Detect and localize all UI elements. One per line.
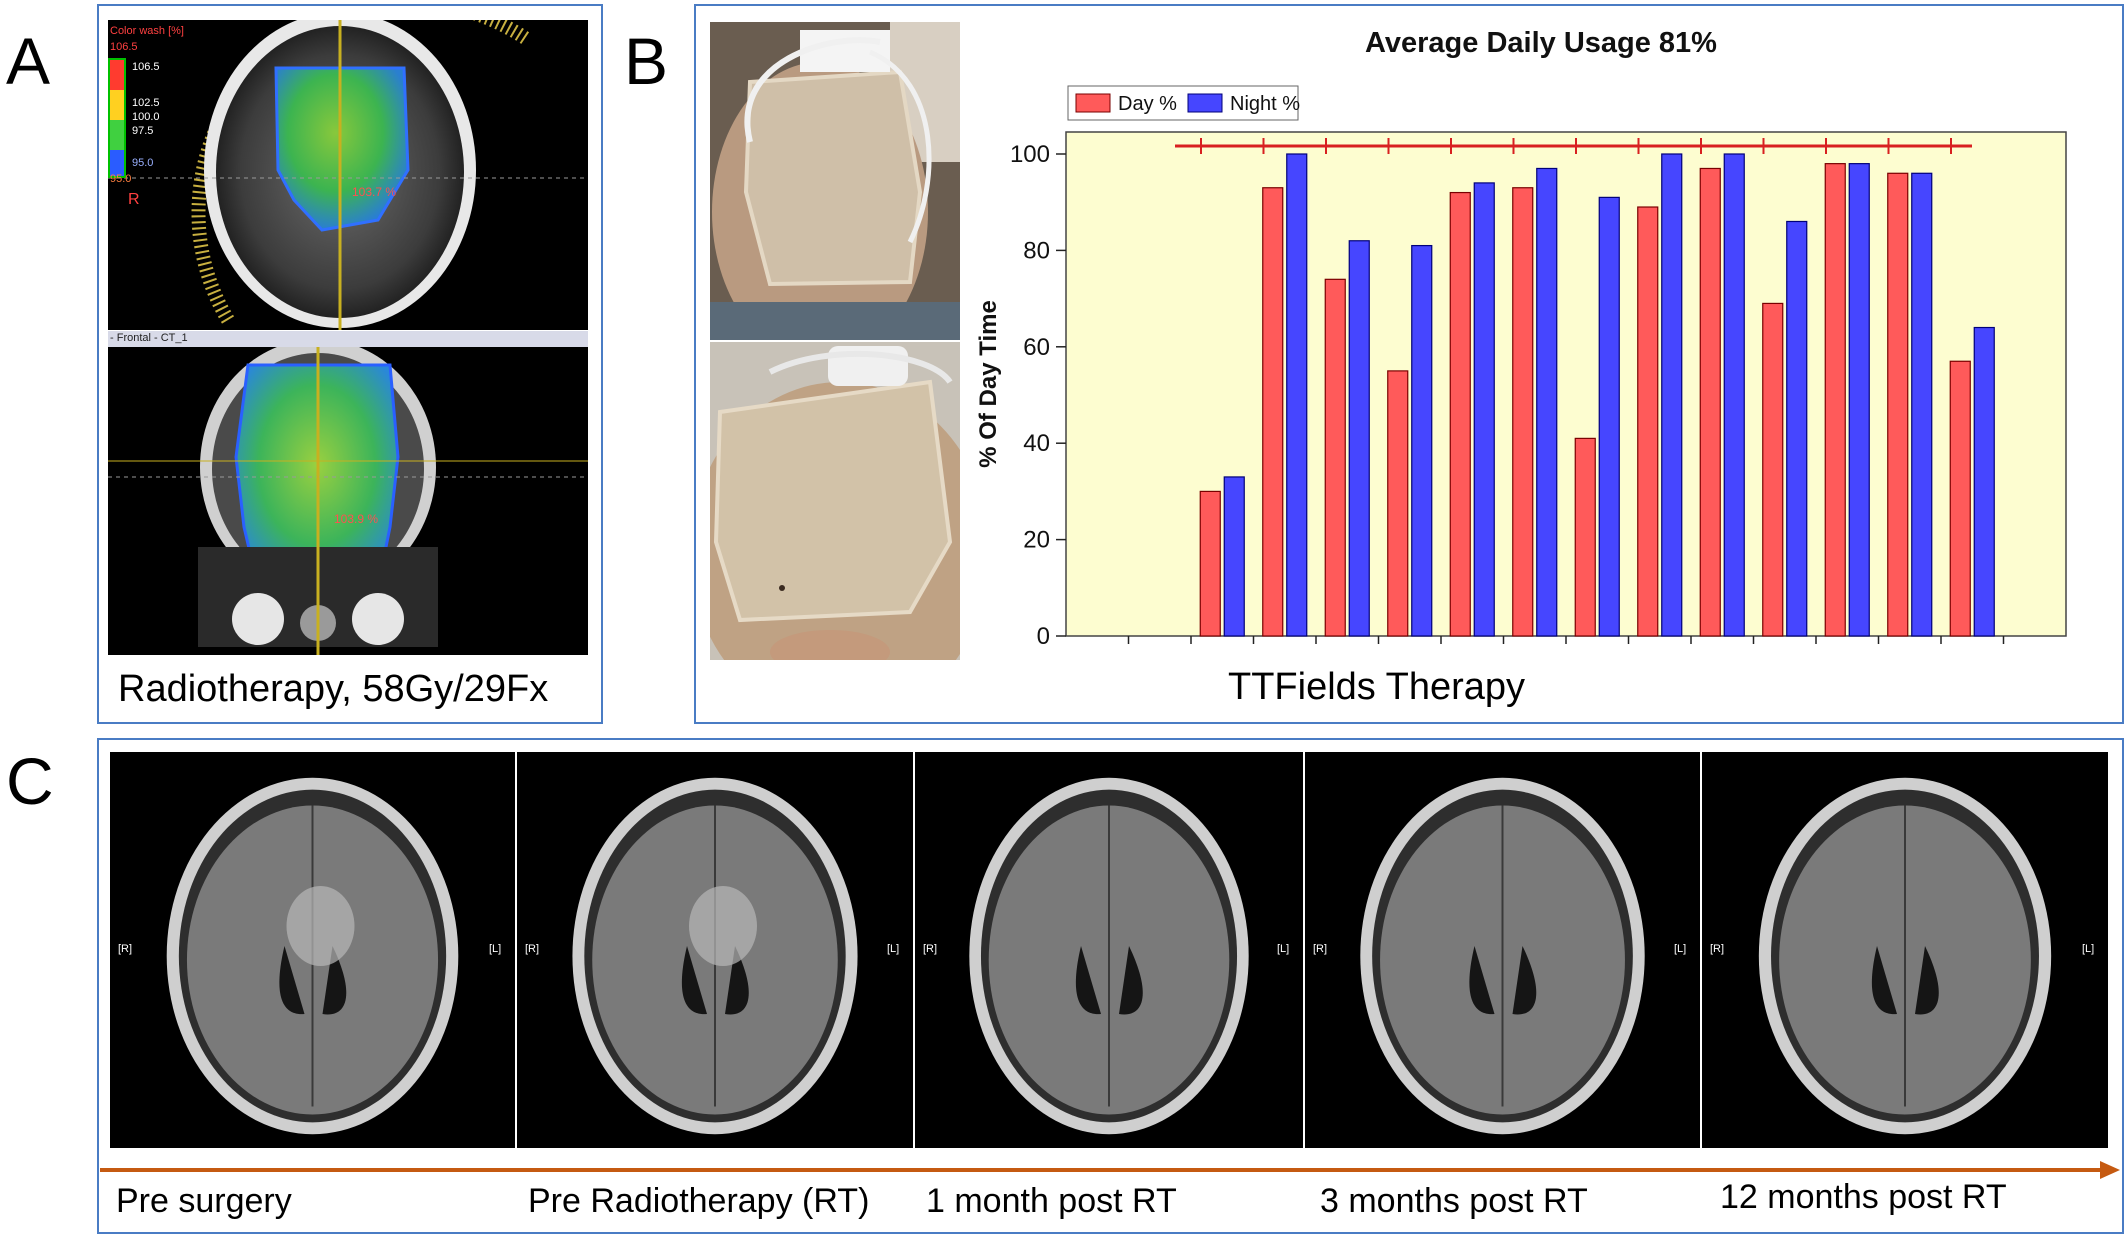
legend-label-day: Day % (1118, 93, 1177, 115)
usage-bar-chart: Average Daily Usage 81% Day % Night % % … (966, 14, 2116, 674)
day-bar-11 (1700, 168, 1720, 636)
timepoint-label-4: 3 months post RT (1320, 1182, 1588, 1221)
night-bar-4 (1287, 154, 1307, 636)
y-tick-label: 0 (1037, 623, 1050, 650)
timepoint-label-5: 12 months post RT (1720, 1178, 2007, 1217)
mri-side-marker-l: [L] (1277, 943, 1289, 955)
legend-swatch-day (1076, 94, 1110, 112)
day-bar-5 (1325, 279, 1345, 636)
mri-side-marker-l: [L] (489, 943, 501, 955)
day-bar-15 (1950, 361, 1970, 636)
night-bar-7 (1474, 183, 1494, 636)
ttfields-array-photo-back (710, 22, 960, 340)
night-bar-5 (1349, 241, 1369, 636)
panel-letter-c: C (6, 748, 54, 814)
chart-legend: Day % Night % (1068, 86, 1300, 120)
y-tick-label: 20 (1023, 527, 1050, 554)
panel-letter-b: B (624, 28, 668, 94)
night-bar-13 (1849, 164, 1869, 636)
timepoint-label-3: 1 month post RT (926, 1182, 1177, 1221)
legend-value-4: 100.0 (132, 111, 160, 123)
legend-value-1: 106.5 (110, 41, 138, 53)
night-bar-8 (1537, 168, 1557, 636)
mri-scan-5: [R] [L] (1702, 752, 2108, 1148)
mri-side-marker-r: [R] (1313, 943, 1327, 955)
legend-value-7: 95.0 (110, 173, 131, 185)
night-bar-11 (1724, 154, 1744, 636)
night-bar-15 (1974, 328, 1994, 636)
orientation-marker: R (128, 191, 140, 208)
panel-b-caption: TTFields Therapy (1228, 666, 1525, 709)
night-bar-6 (1412, 246, 1432, 636)
dose-readout-coronal: 103.9 % (334, 512, 378, 526)
night-bar-12 (1787, 221, 1807, 636)
day-bar-13 (1825, 164, 1845, 636)
legend-value-3: 102.5 (132, 97, 160, 109)
day-bar-4 (1263, 188, 1283, 636)
day-bar-8 (1513, 188, 1533, 636)
y-tick-label: 60 (1023, 334, 1050, 361)
day-bar-6 (1388, 371, 1408, 636)
legend-value-2: 106.5 (132, 61, 160, 73)
mri-side-marker-r: [R] (1710, 943, 1724, 955)
y-tick-label: 100 (1010, 141, 1050, 168)
y-tick-label: 80 (1023, 237, 1050, 264)
legend-value-6: 95.0 (132, 157, 153, 169)
day-bar-7 (1450, 193, 1470, 636)
night-bar-9 (1599, 197, 1619, 636)
legend-label-night: Night % (1230, 93, 1300, 115)
chart-title: Average Daily Usage 81% (1365, 27, 1717, 59)
y-tick-label: 40 (1023, 430, 1050, 457)
day-bar-12 (1763, 303, 1783, 636)
timeline-arrow (100, 1160, 2124, 1180)
mri-side-marker-r: [R] (923, 943, 937, 955)
coronal-view-label: - Frontal - CT_1 (110, 332, 188, 344)
axial-dose-image: Color wash [%] 106.5 106.5 102.5 100.0 9… (108, 20, 588, 330)
timepoint-label-2: Pre Radiotherapy (RT) (528, 1182, 869, 1221)
day-bar-14 (1888, 173, 1908, 636)
mri-scan-4: [R] [L] (1305, 752, 1700, 1148)
day-bar-9 (1575, 438, 1595, 636)
mri-side-marker-r: [R] (118, 943, 132, 955)
mri-side-marker-r: [R] (525, 943, 539, 955)
color-wash-label: Color wash [%] (110, 25, 184, 37)
mri-scan-2: [R] [L] (517, 752, 913, 1148)
mri-side-marker-l: [L] (2082, 943, 2094, 955)
night-bar-10 (1662, 154, 1682, 636)
night-bar-3 (1224, 477, 1244, 636)
coronal-dose-image: 103.9 % (108, 347, 588, 655)
timepoint-label-1: Pre surgery (116, 1182, 292, 1221)
day-bar-10 (1638, 207, 1658, 636)
y-axis-label: % Of Day Time (975, 300, 1002, 468)
mri-side-marker-l: [L] (1674, 943, 1686, 955)
night-bar-14 (1912, 173, 1932, 636)
dose-readout-axial: 103.7 % (352, 185, 396, 199)
mri-scan-1: [R] [L] (110, 752, 515, 1148)
mri-side-marker-l: [L] (887, 943, 899, 955)
day-bar-3 (1200, 491, 1220, 636)
ttfields-array-photo-side (710, 342, 960, 660)
panel-letter-a: A (6, 28, 50, 94)
panel-a-caption: Radiotherapy, 58Gy/29Fx (118, 668, 548, 711)
legend-value-5: 97.5 (132, 125, 153, 137)
coronal-view-bar: - Frontal - CT_1 (108, 330, 588, 347)
legend-swatch-night (1188, 94, 1222, 112)
mri-scan-3: [R] [L] (915, 752, 1303, 1148)
